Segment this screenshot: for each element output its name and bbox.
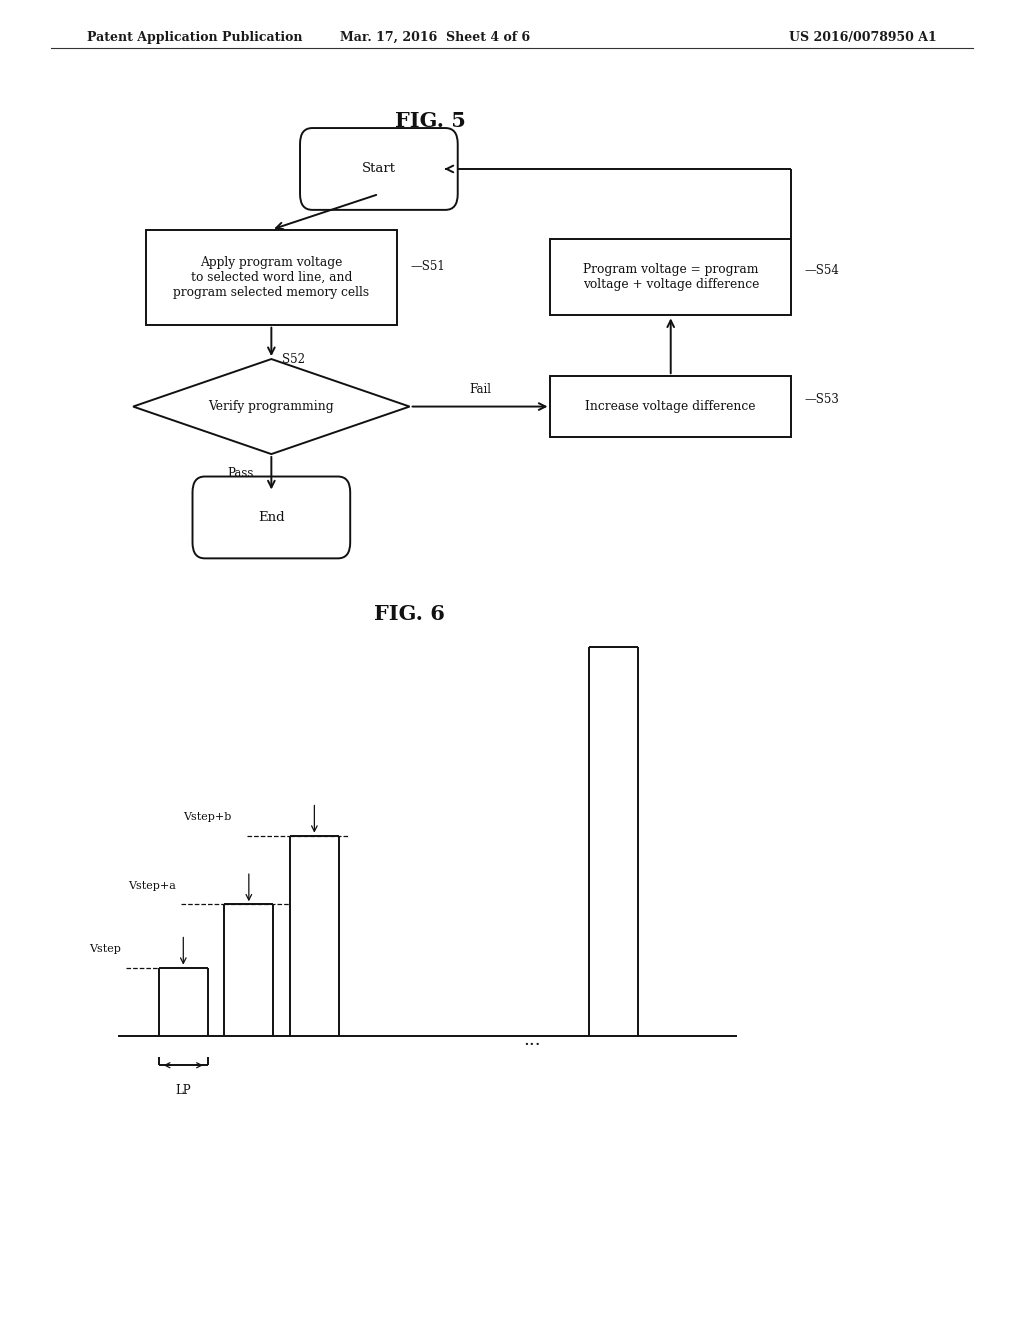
Text: Apply program voltage
to selected word line, and
program selected memory cells: Apply program voltage to selected word l…: [173, 256, 370, 298]
Text: Vstep+b: Vstep+b: [183, 812, 231, 822]
Text: Mar. 17, 2016  Sheet 4 of 6: Mar. 17, 2016 Sheet 4 of 6: [340, 32, 530, 44]
Text: Program voltage = program
voltage + voltage difference: Program voltage = program voltage + volt…: [583, 263, 759, 292]
Text: Patent Application Publication: Patent Application Publication: [87, 32, 302, 44]
Text: FIG. 5: FIG. 5: [394, 111, 466, 132]
Text: LP: LP: [175, 1084, 191, 1097]
Bar: [551, 239, 792, 315]
Text: FIG. 6: FIG. 6: [374, 603, 445, 624]
Text: Fail: Fail: [469, 383, 490, 396]
Text: Start: Start: [361, 162, 396, 176]
Text: Vstep+a: Vstep+a: [128, 880, 176, 891]
Text: —S51: —S51: [410, 260, 444, 273]
Bar: [551, 376, 792, 437]
Text: Vstep: Vstep: [89, 944, 121, 954]
Text: S52: S52: [282, 352, 304, 366]
FancyBboxPatch shape: [300, 128, 458, 210]
Bar: [146, 230, 397, 325]
Text: Increase voltage difference: Increase voltage difference: [586, 400, 756, 413]
Polygon shape: [133, 359, 410, 454]
FancyBboxPatch shape: [193, 477, 350, 558]
Text: —S53: —S53: [805, 393, 840, 407]
Text: US 2016/0078950 A1: US 2016/0078950 A1: [790, 32, 937, 44]
Text: Pass: Pass: [227, 467, 254, 479]
Text: End: End: [258, 511, 285, 524]
Text: ...: ...: [523, 1031, 542, 1049]
Text: Verify programming: Verify programming: [209, 400, 334, 413]
Text: —S54: —S54: [805, 264, 840, 277]
